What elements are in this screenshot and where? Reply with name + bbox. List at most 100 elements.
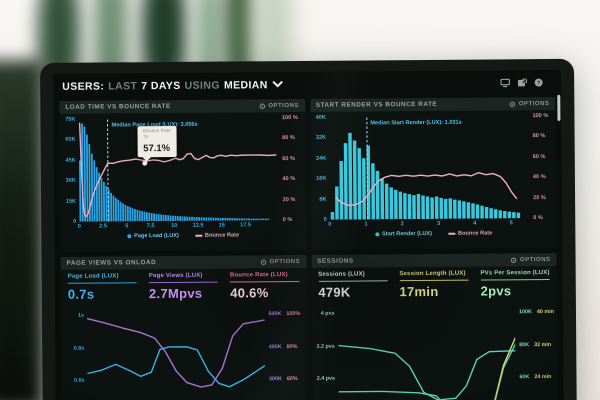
axis-tick: 80% (286, 343, 298, 350)
axis-tick: 100 % (532, 113, 549, 120)
share-icon[interactable] (517, 78, 527, 87)
axis-tick: 3 (437, 220, 441, 227)
axis-tick: 4 (473, 220, 477, 227)
page-scrollbar-thumb[interactable] (557, 94, 561, 121)
panel-header: LOAD TIME VS BOUNCE RATE OPTIONS (59, 98, 305, 114)
gear-icon (260, 259, 267, 265)
metric-label: Page Load (LUX) (67, 273, 119, 280)
legend-item[interactable]: Page Load (LUX) (127, 233, 179, 239)
gear-icon (259, 103, 266, 109)
axis-tick: 3.2 pvs (316, 343, 335, 350)
dashboard-grid: LOAD TIME VS BOUNCE RATE OPTIONS 75K 60K 4… (59, 96, 558, 400)
axis-tick: 60 % (282, 155, 296, 162)
axis-tick: 17.5 (240, 222, 252, 229)
users-filter-title[interactable]: USERS: LAST 7 DAYS USING MEDIAN (62, 79, 283, 92)
metric-value: 40.6% (230, 285, 269, 301)
metric-page-views-lux: Page Views (LUX) 2.7Mpvs (148, 272, 219, 302)
metric-value: 479K (318, 284, 351, 300)
metric-underline (480, 278, 550, 281)
axis-tick: 30K (65, 177, 76, 184)
svg-text:?: ? (537, 80, 541, 86)
axis-tick-row: 500K 100% (268, 311, 300, 317)
metric-value: 2.7Mpvs (148, 285, 203, 302)
legend-item[interactable]: Bounce Rate (194, 232, 239, 239)
axis-tick: 0 (323, 216, 327, 223)
axis-tick-row: 60K 24 min (519, 374, 551, 380)
monitor-icon[interactable] (500, 78, 510, 88)
trend-lines (337, 301, 515, 400)
laptop-screen: USERS: LAST 7 DAYS USING MEDIAN (40, 58, 578, 400)
chart-plot (87, 303, 265, 400)
axis-tick-row: 100K 40 min (519, 309, 554, 315)
axis-tick: 100% (286, 311, 301, 318)
metric-label: Session Length (LUX) (399, 270, 466, 278)
axis-tick: 100 % (281, 114, 298, 122)
legend-item[interactable]: Bounce Rate (448, 230, 493, 237)
x-axis: 0 1 2 3 4 5 (328, 220, 530, 230)
using-label: USING (184, 79, 220, 92)
panel-header: PAGE VIEWS VS ONLOAD OPTIONS (60, 254, 307, 270)
chevron-down-icon[interactable] (272, 79, 283, 91)
header-actions: ? (500, 78, 543, 88)
axis-tick: 10 (171, 222, 178, 229)
legend-label: Bounce Rate (458, 230, 493, 237)
metric-underline (399, 279, 469, 282)
axis-tick: 45K (65, 157, 76, 164)
axis-tick: 0 % (533, 215, 543, 222)
axis-tick: 1s (77, 312, 85, 320)
axis-tick: 75K (65, 116, 76, 123)
trend-lines (87, 303, 265, 400)
axis-tick: 60K (519, 374, 530, 381)
axis-tick: 0.8s (73, 345, 85, 352)
metric-label: Page Views (LUX) (148, 272, 203, 280)
metric-session-length-lux: Session Length (LUX) 17min (399, 270, 469, 299)
legend-dot-swatch (374, 232, 379, 237)
axis-tick: 2.5 (99, 223, 107, 230)
axis-tick: 0 (77, 223, 81, 230)
options-button[interactable]: OPTIONS (259, 102, 299, 109)
axis-tick: 20 % (533, 194, 546, 201)
axis-tick: 0 (328, 221, 332, 228)
metric-value: 2pvs (480, 283, 512, 299)
panel-title: LOAD TIME VS BOUNCE RATE (65, 102, 171, 111)
legend-dot-swatch (127, 234, 132, 239)
legend-line-swatch (448, 232, 456, 235)
hover-point (142, 160, 148, 166)
tooltip: Bounce Rate 7s 57.1% (136, 125, 177, 158)
metrics-row: Sessions (LUX) 479K Session Length (LUX) 17… (311, 266, 557, 301)
legend-item[interactable]: Start Render (LUX) (374, 230, 433, 238)
axis-tick: 20 % (282, 196, 296, 203)
axis-tick: 60% (286, 376, 298, 383)
metrics-row: Page Load (LUX) 0.7s Page Views (LUX) 2.7Mp… (61, 268, 307, 303)
axis-tick: 0 % (282, 217, 293, 224)
y-axis-left: 40K 32K 24K 16K 8K 0 (314, 114, 330, 223)
axis-tick: 300K (268, 376, 282, 383)
axis-tick: 8K (319, 196, 327, 203)
axis-tick: 32 min (534, 341, 552, 348)
axis-tick: 40 min (536, 309, 554, 316)
axis-tick: 5 (509, 220, 513, 227)
metric-underline (67, 281, 137, 284)
help-icon[interactable]: ? (534, 78, 543, 87)
axis-tick: 80 % (532, 133, 546, 140)
options-button[interactable]: OPTIONS (260, 258, 300, 265)
axis-tick: 40K (315, 114, 326, 121)
dashboard-header: USERS: LAST 7 DAYS USING MEDIAN (53, 70, 561, 99)
histogram-and-bounce-line (330, 116, 520, 220)
chart-legend: Start Render (LUX) Bounce Rate (311, 230, 557, 238)
metric-sessions-lux: Sessions (LUX) 479K (318, 271, 388, 300)
histogram-and-bounce-line (78, 118, 278, 222)
axis-tick: 16K (316, 175, 327, 183)
options-button[interactable]: OPTIONS (510, 101, 549, 107)
metric-label: Bounce Rate (LUX) (229, 272, 288, 279)
options-button[interactable]: OPTIONS (511, 256, 551, 263)
legend-label: Start Render (LUX) (381, 230, 433, 238)
panel-header: SESSIONS OPTIONS (311, 252, 557, 268)
metric-underline (148, 281, 219, 284)
axis-tick: 60K (65, 137, 76, 144)
y-axis-left: 1s0.8s0.6s0.4s (67, 305, 88, 400)
